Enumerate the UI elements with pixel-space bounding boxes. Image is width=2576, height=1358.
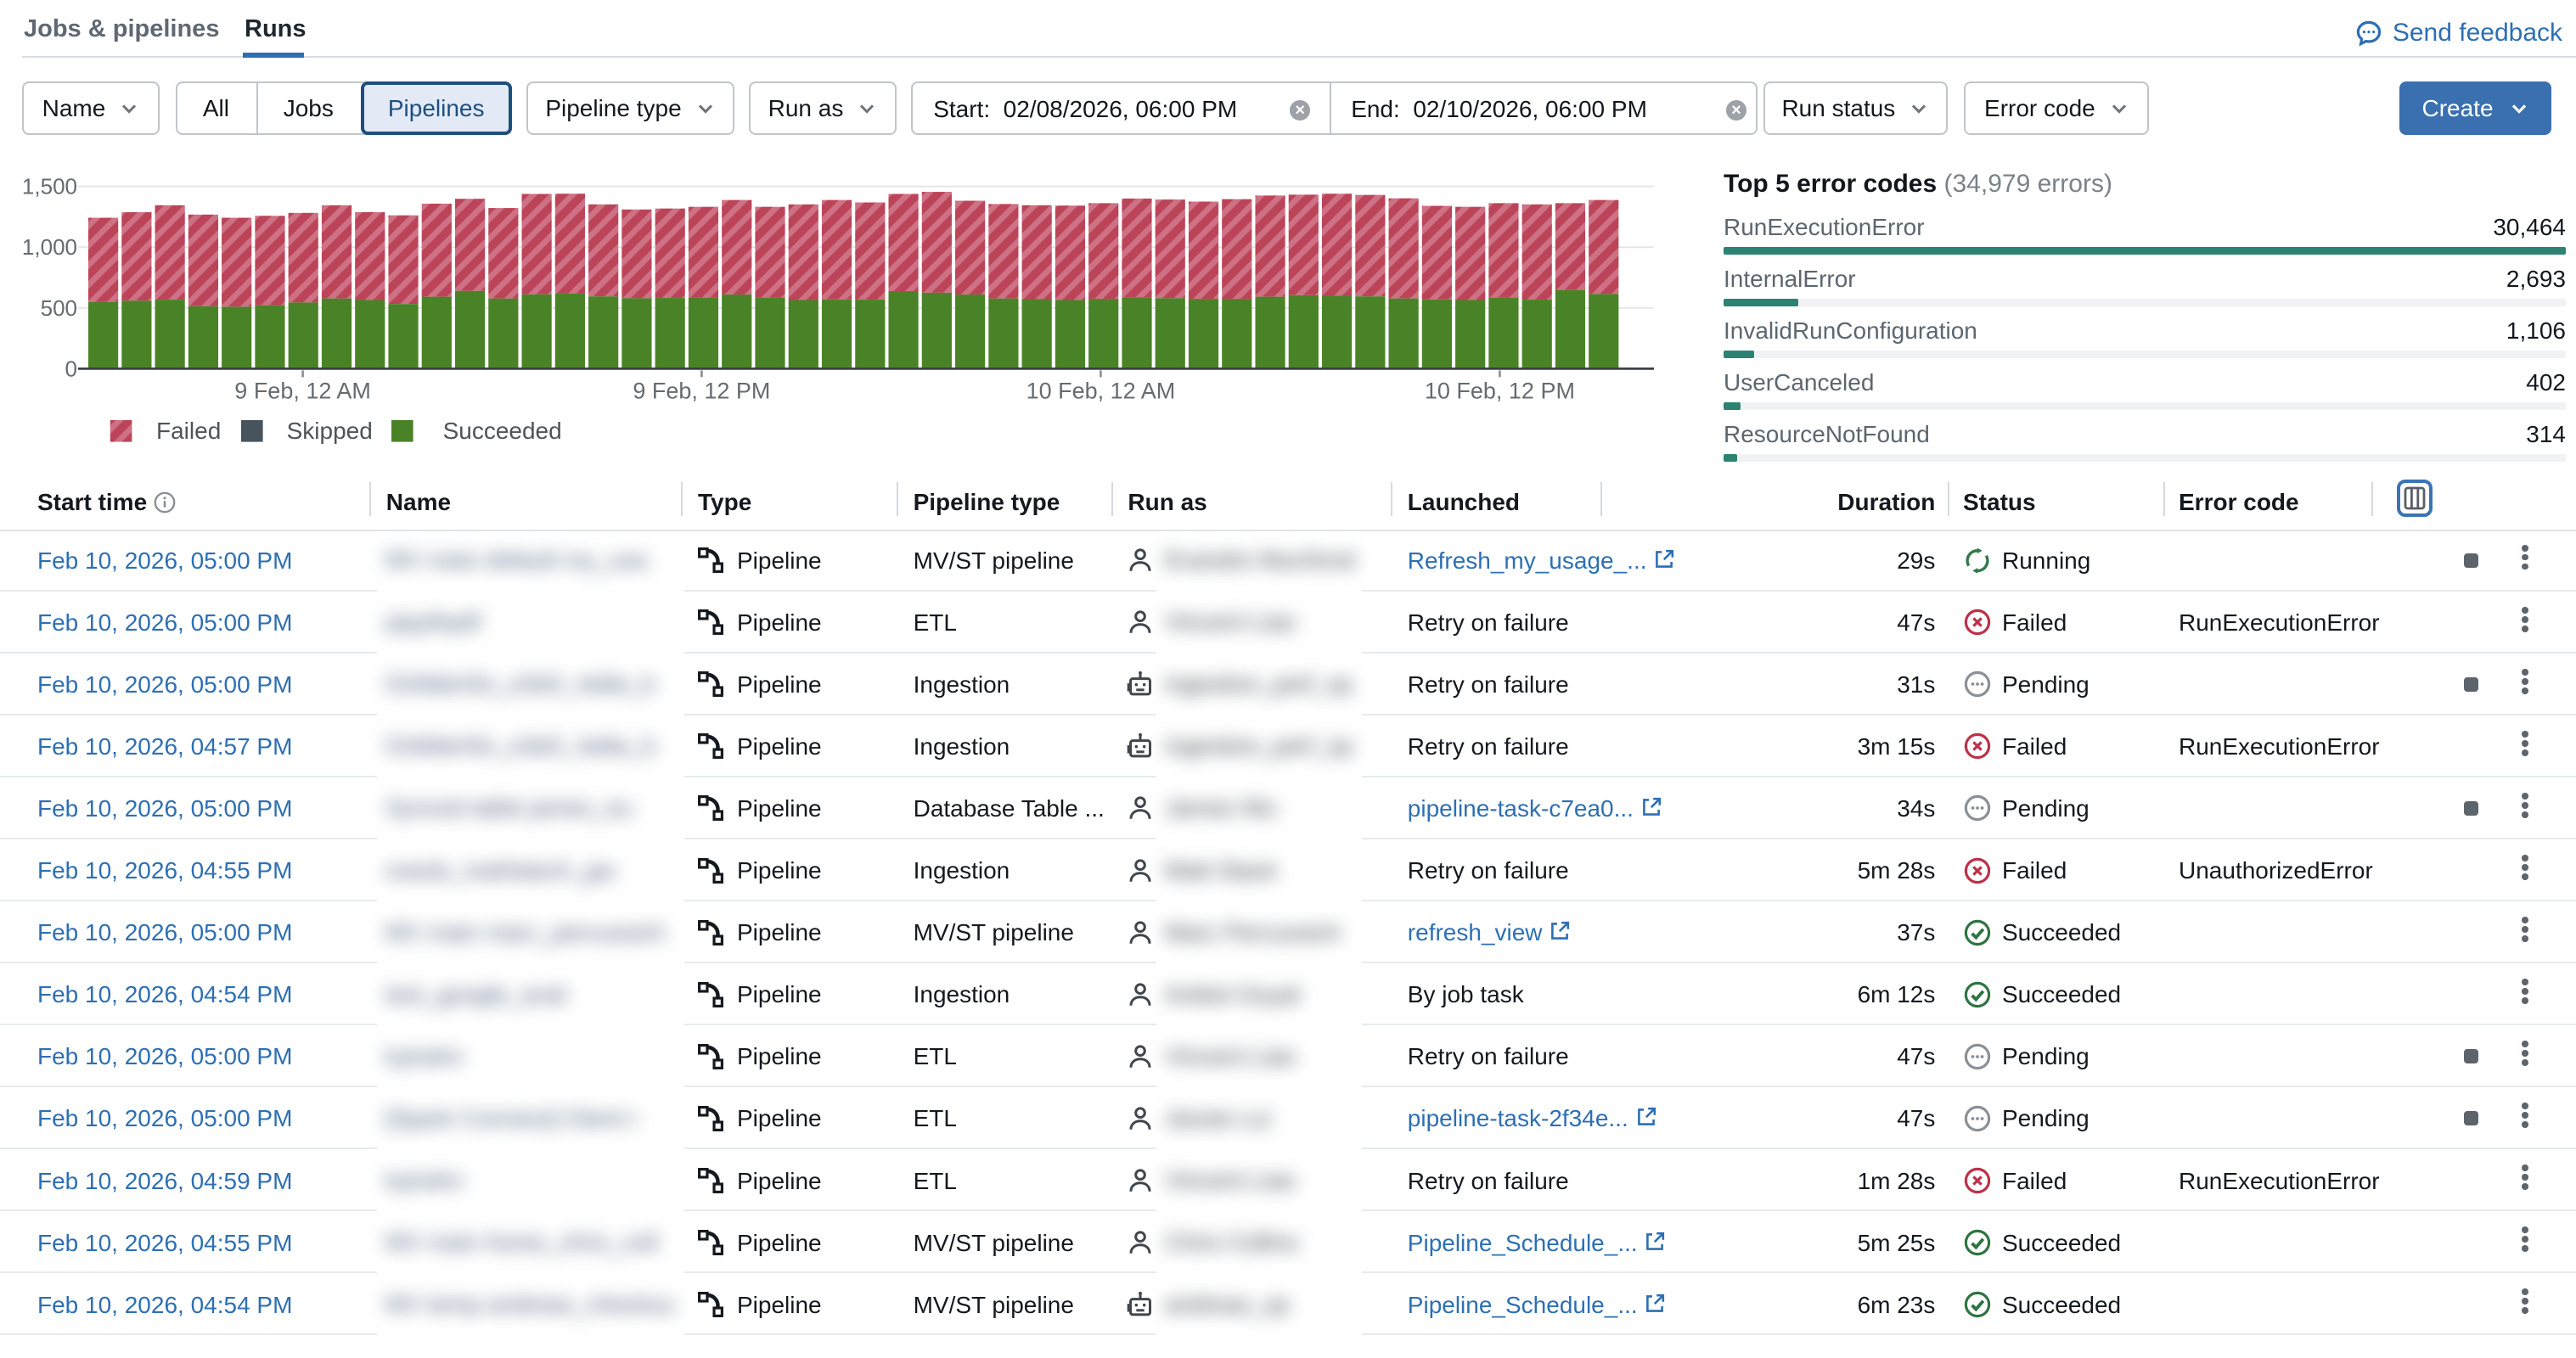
svg-text:10 Feb, 12 AM: 10 Feb, 12 AM [1026, 378, 1176, 403]
svg-text:0: 0 [65, 356, 77, 381]
svg-text:1,500: 1,500 [22, 174, 77, 199]
svg-text:10 Feb, 12 PM: 10 Feb, 12 PM [1425, 378, 1575, 403]
svg-text:500: 500 [41, 295, 77, 321]
svg-text:9 Feb, 12 AM: 9 Feb, 12 AM [234, 378, 371, 403]
svg-text:Failed: Failed [156, 418, 221, 444]
svg-text:Succeeded: Succeeded [443, 418, 562, 444]
svg-text:Skipped: Skipped [287, 418, 373, 444]
svg-text:9 Feb, 12 PM: 9 Feb, 12 PM [633, 378, 770, 403]
svg-text:1,000: 1,000 [22, 234, 77, 260]
